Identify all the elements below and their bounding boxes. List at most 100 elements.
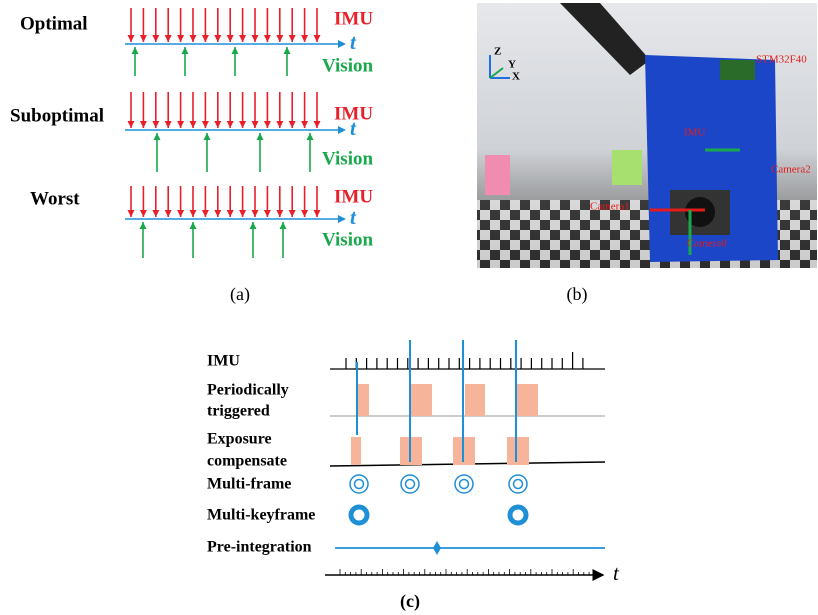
box [612, 150, 642, 185]
box [485, 155, 510, 195]
arrow-head [177, 121, 184, 128]
arrow-head [128, 121, 135, 128]
arrow-head [202, 121, 209, 128]
row-label: IMU [207, 353, 240, 370]
frame [350, 475, 368, 493]
frame [514, 480, 523, 489]
arrow-head [264, 210, 271, 217]
photo-label: Camera0 [687, 238, 727, 250]
arrow-head [190, 121, 197, 128]
arrow-head [227, 35, 234, 42]
arrow-head [239, 35, 246, 42]
row-label: Pre-integration [207, 539, 312, 556]
arrow-head [301, 121, 308, 128]
arrow-head [314, 35, 321, 42]
arrow-head [276, 210, 283, 217]
arrow-head [289, 210, 296, 217]
arrow-head [132, 47, 139, 54]
vision-label: Vision [322, 148, 373, 169]
arrow-head [301, 35, 308, 42]
arrow-head [252, 35, 259, 42]
arrow-head [165, 210, 172, 217]
trigger-block [357, 384, 369, 416]
vision-label: Vision [322, 229, 373, 250]
arrow-head [140, 210, 147, 217]
axis-head [338, 126, 346, 134]
arrow-head [190, 35, 197, 42]
arrow-head [214, 35, 221, 42]
imu-label: IMU [334, 8, 373, 29]
axis-head [338, 215, 346, 223]
vision-label: Vision [322, 55, 373, 76]
photo-label: STM32F40 [756, 54, 807, 66]
arrow-head [140, 121, 147, 128]
arrow-head [204, 133, 211, 140]
frame [406, 480, 415, 489]
row-label: Optimal [20, 13, 88, 34]
arrow-head [128, 35, 135, 42]
row-label: Exposure [207, 431, 272, 448]
photo-label: Camera2 [771, 164, 811, 176]
row-label: Suboptimal [10, 105, 104, 126]
arrow-head [140, 35, 147, 42]
arrow-head [177, 35, 184, 42]
arrow-head [280, 222, 287, 229]
arrow-head [250, 222, 257, 229]
panel-c: IMUPeriodicallytriggeredExposurecompensa… [207, 340, 620, 585]
row-label: compensate [207, 453, 287, 470]
exposure-block [351, 437, 361, 465]
arrow-head [289, 121, 296, 128]
arrow-head [227, 121, 234, 128]
row-label: triggered [207, 403, 270, 420]
arrow-head [182, 47, 189, 54]
arrow-head [264, 121, 271, 128]
frame [355, 480, 364, 489]
row-label: Multi-frame [207, 476, 291, 493]
arrow-head [202, 35, 209, 42]
arrow-head [239, 210, 246, 217]
arrow-head [190, 210, 197, 217]
frame [401, 475, 419, 493]
arrow-head [301, 210, 308, 217]
arrow-head [314, 210, 321, 217]
trigger-block [465, 384, 485, 416]
arrow-head [154, 133, 161, 140]
keyframe [351, 507, 367, 523]
trigger-block [516, 384, 538, 416]
arrow-head [214, 121, 221, 128]
frame [509, 475, 527, 493]
keyframe [510, 507, 526, 523]
row-label: Worst [30, 188, 80, 209]
photo-label: IMU [684, 127, 705, 139]
caption: (a) [230, 284, 250, 305]
arrow-head [252, 210, 259, 217]
arrow-head [202, 210, 209, 217]
exposure-block [507, 437, 529, 465]
arrow-head [264, 35, 271, 42]
arrow-head [239, 121, 246, 128]
arrow-head [214, 210, 221, 217]
caption: (b) [567, 284, 588, 305]
photo-label: X [512, 71, 520, 83]
arrow-head [190, 222, 197, 229]
arrow-head [152, 35, 159, 42]
preintegration-marker [433, 541, 441, 555]
arrow-head [165, 121, 172, 128]
panel-b: Z Y X STM32F40 IMU Camera2 Camera1 Camer… [477, 3, 817, 268]
trigger-block [410, 384, 432, 416]
arrow-head [276, 121, 283, 128]
axis-label: t [613, 561, 620, 585]
frame [455, 475, 473, 493]
axis-label: t [350, 205, 357, 229]
frame [460, 480, 469, 489]
arrow-head [177, 210, 184, 217]
arrow-head [165, 35, 172, 42]
photo-label: Y [508, 59, 516, 71]
arrow-head [307, 133, 314, 140]
photo-label: Z [494, 46, 501, 58]
arrow-head [257, 133, 264, 140]
arrow-head [284, 47, 291, 54]
arrow-head [128, 210, 135, 217]
board [720, 60, 755, 80]
axis-label: t [350, 30, 357, 54]
